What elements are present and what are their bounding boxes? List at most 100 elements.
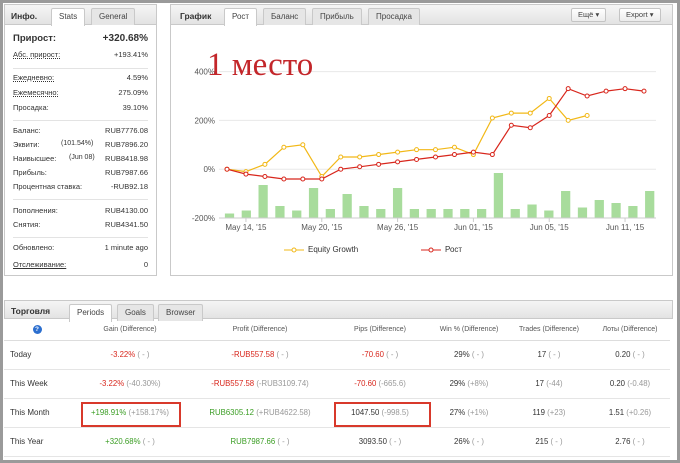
row-label: Today — [4, 340, 70, 370]
volume-bar — [275, 206, 285, 218]
overlay-rank-text: 1 место — [207, 47, 314, 83]
tab-balance[interactable]: Баланс — [263, 8, 307, 25]
win-difference: ( - ) — [471, 350, 484, 359]
data-point — [376, 152, 382, 158]
win-value: 27% — [449, 408, 466, 417]
trading-title: Торговля — [11, 306, 51, 316]
table-row: Today -3.22% ( - ) -RUB557.58 ( - ) -70.60 … — [4, 340, 670, 370]
volume-bar — [443, 209, 453, 218]
withdrawals-row: Снятия: RUB4341.50 — [13, 220, 148, 233]
cell-win: 29% (+8%) — [430, 369, 508, 399]
data-point — [527, 110, 533, 116]
data-point — [300, 176, 306, 182]
balance-row: Баланс: RUB7776.08 — [13, 126, 148, 139]
gain-difference: (+158.17%) — [128, 408, 170, 417]
data-point — [451, 152, 457, 158]
pips-difference: (-665.6) — [378, 379, 406, 388]
tab-goals[interactable]: Goals — [117, 304, 154, 321]
tab-growth[interactable]: Рост — [224, 8, 258, 26]
export-button[interactable]: Export ▾ — [619, 8, 661, 22]
header-pips: Pips (Difference) — [330, 320, 430, 341]
cell-gain: -3.22% (-40.30%) — [70, 369, 190, 399]
data-point — [395, 159, 401, 165]
tab-periods[interactable]: Periods — [69, 304, 113, 322]
more-button[interactable]: Ещё ▾ — [571, 8, 607, 22]
pips-value: -70.60 — [361, 350, 384, 359]
daily-value: 4.59% — [126, 73, 148, 82]
win-difference: (+1%) — [467, 408, 489, 417]
cell-lots: 2.76 ( - ) — [590, 427, 670, 457]
lots-difference: (-0.48) — [627, 379, 651, 388]
header-trades: Trades (Difference) — [508, 320, 590, 341]
volume-bar — [577, 207, 588, 218]
graph-panel: График Рост Баланс Прибыль Просадка Ещё … — [170, 4, 673, 276]
equity-label: Эквити: — [13, 140, 40, 149]
header-win: Win % (Difference) — [430, 320, 508, 341]
volume-bar — [611, 203, 621, 218]
data-point — [262, 174, 268, 180]
legend-equity-growth[interactable]: Equity Growth — [308, 245, 359, 254]
x-tick-label: May 14, '15 — [225, 223, 267, 232]
legend-growth[interactable]: Рост — [445, 245, 463, 254]
trades-difference: (-44) — [546, 379, 563, 388]
data-point — [281, 176, 287, 182]
withdrawals-label: Снятия: — [13, 220, 41, 229]
profit-difference: (+RUB4622.58) — [256, 408, 311, 417]
y-tick-label: 0% — [203, 165, 215, 174]
cell-win: 27% (+1%) — [430, 398, 508, 428]
data-point — [546, 113, 552, 119]
volume-bar — [258, 185, 268, 218]
row-label: This Year — [4, 427, 70, 457]
cell-lots: 0.20 (-0.48) — [590, 369, 670, 399]
drawdown-row: Просадка: 39.10% — [13, 103, 148, 116]
deposits-value: RUB4130.00 — [105, 206, 148, 215]
profit-value: RUB6305.12 — [209, 408, 255, 417]
tab-browser[interactable]: Browser — [158, 304, 204, 321]
highest-date: (Jun 08) — [69, 154, 95, 161]
volume-bar — [241, 210, 251, 218]
data-point — [319, 176, 325, 182]
data-point — [546, 95, 552, 101]
tracking-label[interactable]: Отслеживание: — [13, 260, 67, 269]
pips-difference: ( - ) — [389, 437, 402, 446]
abs-growth-label[interactable]: Абс. прирост: — [13, 50, 61, 59]
legend-growth-icon — [421, 247, 441, 253]
chevron-down-icon: ▾ — [595, 10, 600, 19]
lots-difference: ( - ) — [632, 350, 645, 359]
equity-pct: (101.54%) — [61, 140, 94, 147]
row-label: This Month — [4, 398, 70, 428]
updated-row: Обновлено: 1 minute ago — [13, 243, 148, 256]
table-row: This Year +320.68% ( - ) RUB7987.66 ( - ) 3… — [4, 427, 670, 457]
daily-row: Ежедневно: 4.59% — [13, 73, 148, 86]
header-lots: Лоты (Difference) — [590, 320, 670, 341]
table-header: ? Gain (Difference) Profit (Difference) … — [4, 320, 670, 341]
drawdown-label: Просадка: — [13, 103, 49, 112]
monthly-row: Ежемесячно: 275.09% — [13, 88, 148, 101]
tab-general[interactable]: General — [91, 8, 136, 25]
volume-bar — [359, 206, 369, 218]
tab-drawdown[interactable]: Просадка — [368, 8, 420, 25]
pips-difference: (-998.5) — [381, 408, 409, 417]
volume-bar — [376, 209, 386, 218]
gain-value: +198.91% — [90, 408, 127, 417]
chevron-down-icon: ▾ — [649, 10, 654, 19]
abs-growth-row: Абс. прирост: +193.41% — [13, 50, 148, 63]
divider — [13, 199, 148, 200]
y-tick-label: -200% — [192, 214, 215, 223]
lots-value: 1.51 — [608, 408, 625, 417]
header-profit: Profit (Difference) — [190, 320, 330, 341]
balance-value: RUB7776.08 — [105, 126, 148, 135]
gain-difference: ( - ) — [137, 350, 150, 359]
y-tick-label: 400% — [195, 68, 215, 77]
trades-difference: ( - ) — [550, 437, 563, 446]
monthly-label[interactable]: Ежемесячно: — [13, 88, 59, 97]
tracking-value: 0 — [143, 260, 148, 269]
cell-win: 26% ( - ) — [430, 427, 508, 457]
tab-profit[interactable]: Прибыль — [312, 8, 362, 25]
help-icon[interactable]: ? — [32, 325, 42, 335]
volume-bar — [527, 204, 537, 218]
daily-label[interactable]: Ежедневно: — [13, 73, 55, 82]
tab-stats[interactable]: Stats — [51, 8, 86, 26]
chart-legend: Equity Growth Рост — [171, 243, 671, 257]
data-point — [508, 110, 514, 116]
